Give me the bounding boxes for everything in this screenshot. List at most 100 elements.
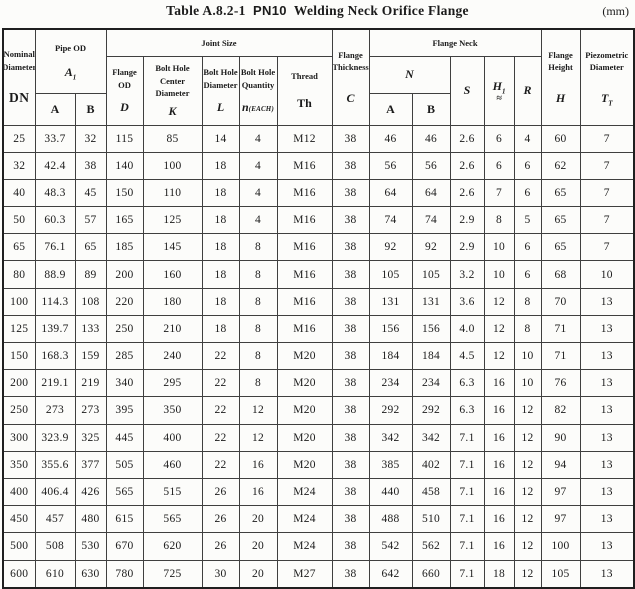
cell-bolt-qty-n: 4 xyxy=(238,151,278,180)
cell-neck-s: 7.1 xyxy=(449,423,485,452)
cell-neck-n-a: 74 xyxy=(368,206,413,235)
cell-pipe-od-a: 219.1 xyxy=(34,369,76,398)
cell-neck-n-a: 46 xyxy=(368,124,413,153)
table-body: 25 33.7 32 115 85 14 4 M12 38 46 46 2.6 6 4 60 7 32 42.4 3… xyxy=(2,124,635,589)
cell-bolt-dia-l: 22 xyxy=(201,450,240,479)
col-header-bolt-hole-quantity: Bolt Hole Quantity n(EACH) xyxy=(238,55,278,126)
cell-neck-n-b: 64 xyxy=(411,178,451,208)
cell-dn: 65 xyxy=(2,233,36,262)
cell-neck-n-a: 105 xyxy=(368,260,413,289)
cell-neck-s: 3.6 xyxy=(449,287,485,316)
cell-piezo-tt: 7 xyxy=(579,178,635,208)
cell-neck-r: 6 xyxy=(513,178,542,208)
bolt-hole-quantity-symbol: n(EACH) xyxy=(241,99,274,114)
col-header-flange-od: Flange OD D xyxy=(105,55,144,126)
cell-neck-h1: 12 xyxy=(483,287,515,316)
cell-neck-s: 6.3 xyxy=(449,396,485,425)
cell-pipe-od-a: 88.9 xyxy=(34,260,76,289)
cell-dn: 100 xyxy=(2,287,36,316)
cell-height-h: 100 xyxy=(540,532,581,561)
cell-height-h: 97 xyxy=(540,505,581,534)
cell-dn: 300 xyxy=(2,423,36,452)
cell-pipe-od-a: 273 xyxy=(34,396,76,425)
col-header-neck-n-a: A xyxy=(368,92,413,126)
cell-neck-s: 7.1 xyxy=(449,450,485,479)
cell-neck-n-b: 156 xyxy=(411,314,451,344)
cell-neck-n-b: 56 xyxy=(411,151,451,180)
cell-bolt-center-k: 145 xyxy=(142,233,203,262)
cell-neck-r: 10 xyxy=(513,341,542,371)
table-row: 600 610 630 780 725 30 20 M27 38 642 660 7.1 18 12 105… xyxy=(2,559,635,589)
cell-bolt-dia-l: 18 xyxy=(201,260,240,289)
cell-pipe-od-a: 33.7 xyxy=(34,124,76,153)
cell-bolt-qty-n: 16 xyxy=(238,477,278,507)
col-header-neck-s: S xyxy=(449,55,485,126)
title-bar: Table A.8.2-1 PN10 Welding Neck Orifice … xyxy=(0,0,635,28)
cell-thread-th: M16 xyxy=(276,287,333,316)
cell-pipe-od-b: 480 xyxy=(74,505,107,534)
table-name: Welding Neck Orifice Flange xyxy=(293,3,469,18)
cell-neck-n-b: 92 xyxy=(411,233,451,262)
cell-bolt-center-k: 160 xyxy=(142,260,203,289)
cell-neck-s: 6.3 xyxy=(449,369,485,398)
table-row: 400 406.4 426 565 515 26 16 M24 38 440 458 7.1 16 12 9… xyxy=(2,477,635,507)
col-header-nominal-diameter: Nominal Diameter DN xyxy=(2,28,36,126)
cell-pipe-od-b: 57 xyxy=(74,206,107,235)
cell-thickness-c: 38 xyxy=(331,124,370,153)
neck-n-symbol: N xyxy=(405,67,414,81)
cell-neck-h1: 12 xyxy=(483,314,515,344)
col-header-bolt-hole-diameter: Bolt Hole Diameter L xyxy=(201,55,240,126)
cell-neck-n-b: 131 xyxy=(411,287,451,316)
col-header-neck-n: N xyxy=(368,55,451,94)
cell-pipe-od-b: 630 xyxy=(74,559,107,589)
cell-thickness-c: 38 xyxy=(331,369,370,398)
piezometric-symbol: TT xyxy=(600,90,613,108)
cell-neck-n-a: 64 xyxy=(368,178,413,208)
cell-pipe-od-b: 38 xyxy=(74,151,107,180)
cell-flange-od-d: 670 xyxy=(105,532,144,561)
cell-bolt-dia-l: 18 xyxy=(201,287,240,316)
cell-bolt-dia-l: 18 xyxy=(201,178,240,208)
cell-thickness-c: 38 xyxy=(331,559,370,589)
cell-dn: 500 xyxy=(2,532,36,561)
cell-bolt-center-k: 210 xyxy=(142,314,203,344)
neck-n-b-label: B xyxy=(427,101,436,116)
cell-neck-s: 2.6 xyxy=(449,151,485,180)
cell-piezo-tt: 13 xyxy=(579,532,635,561)
table-row: 25 33.7 32 115 85 14 4 M12 38 46 46 2.6 6 4 60 7 xyxy=(2,124,635,153)
cell-piezo-tt: 13 xyxy=(579,423,635,452)
cell-bolt-center-k: 725 xyxy=(142,559,203,589)
cell-flange-od-d: 340 xyxy=(105,369,144,398)
cell-flange-od-d: 285 xyxy=(105,341,144,371)
cell-dn: 50 xyxy=(2,206,36,235)
neck-r-symbol: R xyxy=(523,83,532,97)
cell-neck-n-a: 542 xyxy=(368,532,413,561)
cell-bolt-center-k: 295 xyxy=(142,369,203,398)
unit-label: (mm) xyxy=(602,4,629,18)
cell-pipe-od-b: 426 xyxy=(74,477,107,507)
cell-neck-n-b: 562 xyxy=(411,532,451,561)
table-row: 65 76.1 65 185 145 18 8 M16 38 92 92 2.9 10 6 65 7 xyxy=(2,233,635,262)
cell-piezo-tt: 7 xyxy=(579,151,635,180)
table-row: 200 219.1 219 340 295 22 8 M20 38 234 234 6.3 16 10 76… xyxy=(2,369,635,398)
flange-height-symbol: H xyxy=(555,90,566,105)
cell-bolt-center-k: 180 xyxy=(142,287,203,316)
cell-thickness-c: 38 xyxy=(331,206,370,235)
cell-neck-s: 2.9 xyxy=(449,206,485,235)
cell-piezo-tt: 13 xyxy=(579,505,635,534)
cell-neck-n-a: 642 xyxy=(368,559,413,589)
cell-neck-n-a: 184 xyxy=(368,341,413,371)
cell-thickness-c: 38 xyxy=(331,233,370,262)
cell-pipe-od-b: 32 xyxy=(74,124,107,153)
thread-symbol: Th xyxy=(297,95,312,110)
cell-piezo-tt: 7 xyxy=(579,206,635,235)
cell-piezo-tt: 7 xyxy=(579,233,635,262)
cell-bolt-dia-l: 18 xyxy=(201,233,240,262)
cell-bolt-qty-n: 20 xyxy=(238,532,278,561)
cell-flange-od-d: 140 xyxy=(105,151,144,180)
cell-dn: 25 xyxy=(2,124,36,153)
table-row: 100 114.3 108 220 180 18 8 M16 38 131 131 3.6 12 8 70 1… xyxy=(2,287,635,316)
cell-pipe-od-a: 60.3 xyxy=(34,206,76,235)
cell-pipe-od-b: 377 xyxy=(74,450,107,479)
cell-neck-r: 8 xyxy=(513,287,542,316)
